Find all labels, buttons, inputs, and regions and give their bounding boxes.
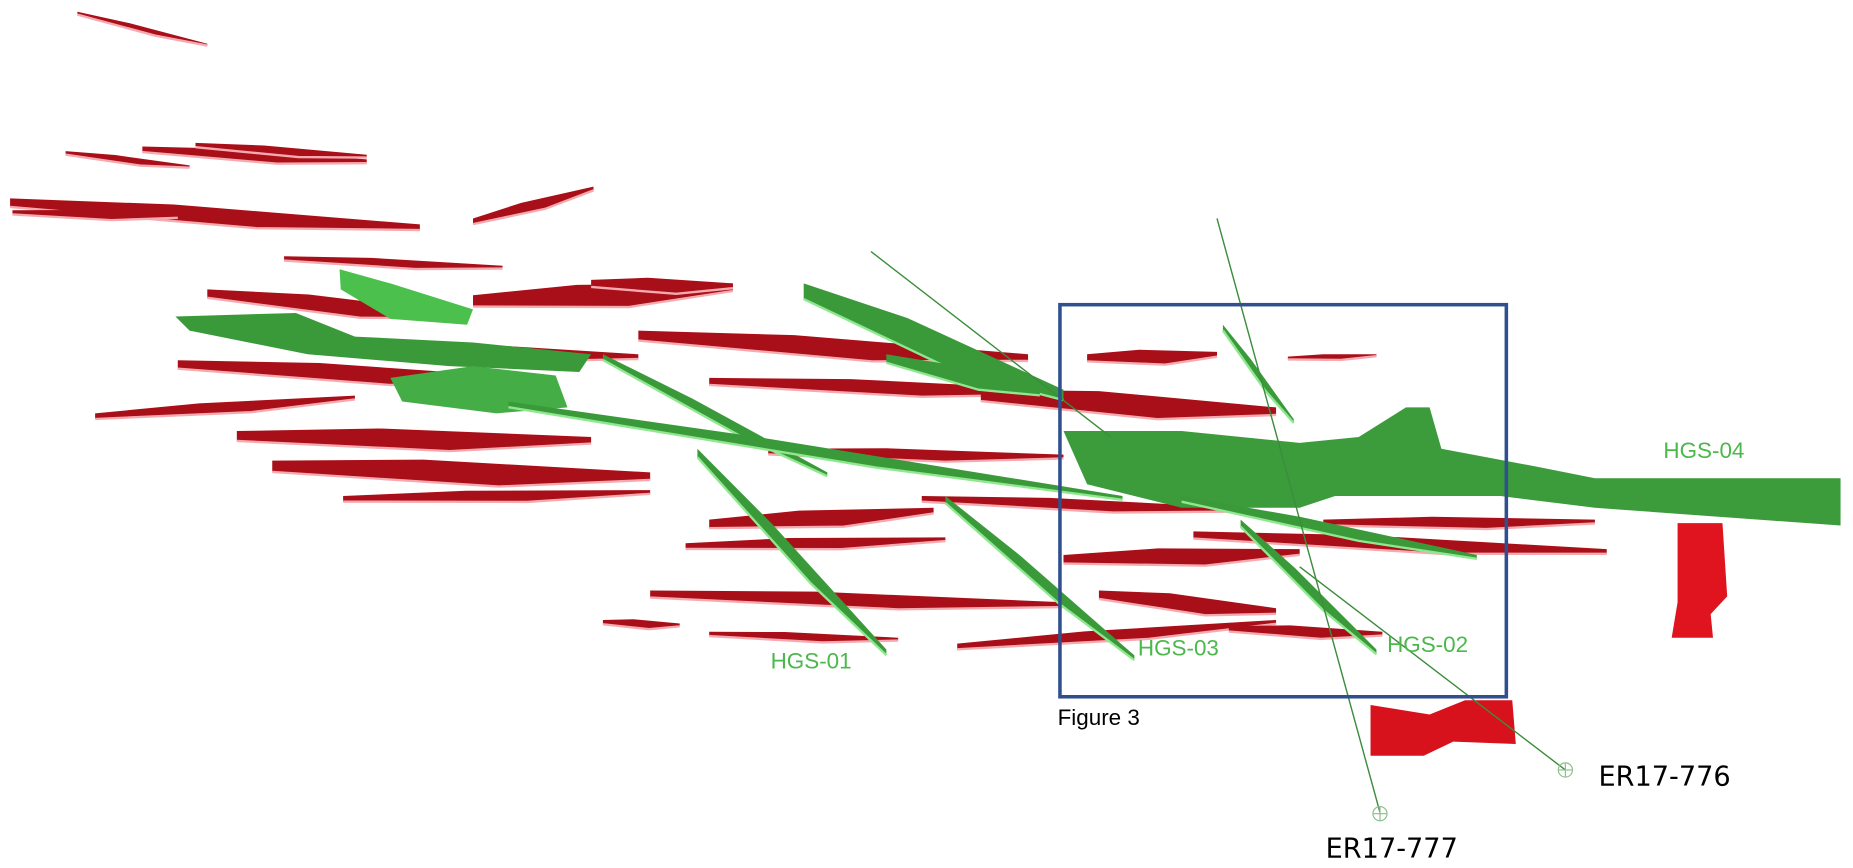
red-vein-edge [65, 153, 190, 169]
red-vein-edge [1063, 553, 1300, 567]
collar [1557, 762, 1574, 778]
red-block [1370, 700, 1516, 756]
red-vein-edge [283, 259, 503, 271]
collar [1372, 806, 1388, 822]
red-vein [921, 496, 1241, 513]
red-vein-edge [1098, 597, 1277, 617]
red-vein [236, 428, 592, 452]
red-vein-edge [142, 150, 367, 165]
green-zones [175, 269, 1841, 662]
green-zone-edge [696, 456, 888, 657]
green-zone-edge [508, 406, 1123, 501]
red-vein-edge [236, 439, 592, 453]
red-vein [195, 142, 367, 158]
red-vein-edge [685, 539, 946, 551]
red-vein-edge [1287, 355, 1377, 362]
red-veins [9, 11, 1728, 756]
red-vein [1098, 590, 1277, 616]
red-vein-edge [272, 470, 651, 488]
green-zone [602, 354, 828, 477]
red-vein-edge [12, 213, 178, 222]
green-zone [508, 401, 1123, 500]
red-vein-edge [1087, 355, 1218, 366]
zone-label: HGS-04 [1663, 438, 1744, 463]
green-zone [339, 269, 474, 325]
green-zone [175, 312, 592, 372]
green-zone-edge [886, 361, 1040, 397]
red-vein-edge [602, 623, 680, 631]
red-vein [10, 198, 420, 231]
red-vein-edge [591, 285, 733, 296]
red-vein [709, 377, 1064, 397]
figure-box [1058, 302, 1509, 699]
red-vein-edge [473, 289, 734, 309]
red-vein-edge [650, 596, 1064, 611]
red-vein [12, 209, 178, 221]
drillholes [870, 218, 1574, 822]
drillhole-label: ER17-776 [1598, 761, 1730, 792]
green-zone-edge [1181, 500, 1478, 560]
red-vein-edge [95, 398, 356, 421]
red-vein [709, 631, 899, 643]
red-vein [284, 256, 503, 270]
red-vein-edge [472, 189, 594, 226]
drill-trace [1216, 218, 1381, 813]
figure-label: Figure 3 [1058, 705, 1140, 730]
drillhole-label: ER17-777 [1326, 833, 1458, 864]
green-zone-edge [1239, 525, 1378, 656]
red-vein-edge [343, 492, 651, 504]
green-zone [1222, 324, 1294, 424]
zone-label: HGS-01 [771, 648, 852, 673]
zone-label: HGS-03 [1138, 635, 1219, 660]
green-zone [1181, 496, 1477, 559]
zone-label: HGS-02 [1387, 632, 1468, 657]
green-zone [886, 354, 1040, 396]
red-vein-edge [77, 13, 208, 47]
green-zone [697, 448, 887, 656]
red-vein [343, 490, 651, 502]
red-vein-edge [980, 399, 1277, 421]
drill-trace [1299, 566, 1566, 771]
red-vein [1228, 625, 1383, 639]
green-zone [1063, 407, 1841, 526]
green-zone [945, 496, 1135, 661]
red-block [1671, 523, 1728, 638]
red-vein-edge [195, 145, 367, 159]
red-vein-edge [709, 512, 934, 530]
red-vein [957, 620, 1277, 650]
red-vein [650, 590, 1064, 610]
red-vein [65, 151, 190, 168]
drill-trace [870, 250, 1112, 438]
green-zone-edge [1221, 329, 1295, 424]
green-zone [1240, 519, 1377, 655]
green-zone [390, 366, 568, 414]
red-vein [685, 537, 946, 550]
red-vein [77, 11, 208, 46]
red-vein [272, 459, 651, 487]
red-vein-edge [921, 500, 1241, 514]
red-vein-edge [1323, 522, 1595, 531]
red-vein [95, 395, 355, 420]
red-vein [602, 619, 680, 630]
red-vein [142, 146, 367, 164]
red-vein [473, 186, 594, 225]
green-zone [803, 283, 1064, 401]
